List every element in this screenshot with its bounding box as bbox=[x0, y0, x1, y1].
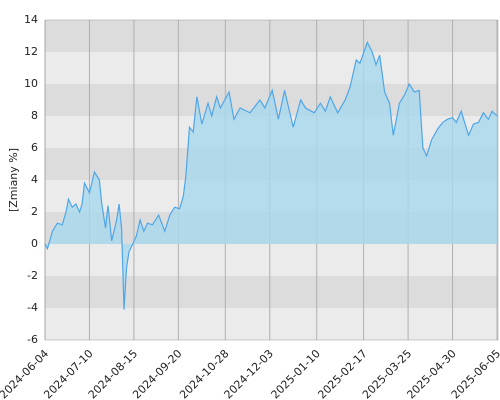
y-tick-label: 14 bbox=[24, 13, 38, 26]
y-tick-label: 10 bbox=[24, 77, 38, 90]
y-tick-label: 12 bbox=[24, 45, 38, 58]
y-tick-label: 2 bbox=[31, 205, 38, 218]
y-tick-label: -2 bbox=[27, 269, 38, 282]
y-tick-label: 0 bbox=[31, 237, 38, 250]
plot-border bbox=[44, 19, 499, 341]
grid-band bbox=[45, 244, 498, 276]
y-tick-label: -6 bbox=[27, 333, 38, 346]
y-axis-label: [Zmiany %] bbox=[7, 148, 20, 212]
y-tick-label: 8 bbox=[31, 109, 38, 122]
y-tick-label: -4 bbox=[27, 301, 38, 314]
grid-band bbox=[45, 276, 498, 308]
grid-band bbox=[45, 308, 498, 340]
y-tick-label: 4 bbox=[31, 173, 38, 186]
grid-band bbox=[45, 20, 498, 52]
line bbox=[44, 40, 498, 310]
area bbox=[45, 42, 497, 310]
y-tick-label: 6 bbox=[31, 141, 38, 154]
grid-band bbox=[45, 52, 498, 84]
